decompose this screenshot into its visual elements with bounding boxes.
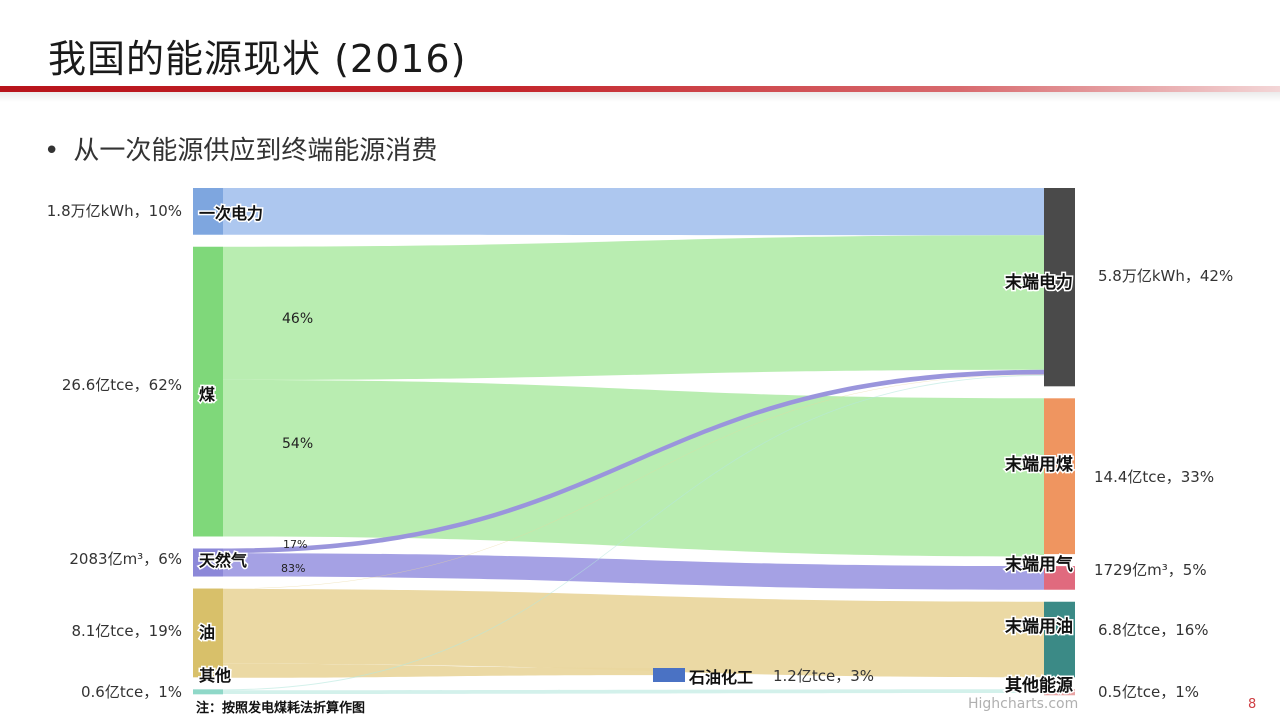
source-value-other: 0.6亿tce，1% (80, 683, 182, 701)
source-value-coal: 26.6亿tce，62% (61, 376, 182, 394)
source-node-gas[interactable] (193, 548, 223, 577)
link-label-gas-to-end_gas: 83% (281, 562, 305, 575)
source-name-gas: 天然气 (199, 551, 247, 570)
source-value-primary-power: 1.8万亿kWh，10% (46, 202, 182, 220)
target-name-end_power: 末端电力 (1005, 272, 1073, 293)
petrochemical-name: 石油化工 (689, 668, 754, 687)
source-name-oil: 油 (199, 623, 215, 642)
source-node-primary_power[interactable] (193, 188, 223, 235)
target-name-other_energy: 其他能源 (1005, 675, 1073, 696)
link-label-gas-to-end_power: 17% (283, 538, 307, 551)
slide-title: 我国的能源现状 (2016) (48, 37, 467, 81)
source-value-oil: 8.1亿tce，19% (71, 622, 182, 640)
target-name-end_gas: 末端用气 (1005, 554, 1073, 575)
source-node-coal[interactable] (193, 246, 223, 537)
target-node-other_energy[interactable] (1044, 689, 1075, 696)
link-label-coal-to-end_power: 46% (282, 311, 313, 327)
link-oil-to-end_oil[interactable] (223, 588, 1044, 678)
highcharts-credit[interactable]: Highcharts.com (968, 696, 1079, 712)
title-divider (0, 86, 1280, 92)
bullet-text: 从一次能源供应到终端能源消费 (73, 136, 438, 166)
page-number: 8 (1248, 697, 1257, 712)
title-divider-shadow (0, 92, 1280, 102)
link-oil-to-end_power[interactable] (223, 374, 1044, 589)
link-other-to-end_power[interactable] (223, 374, 1044, 691)
target-node-end_power[interactable] (1044, 188, 1075, 387)
target-name-end_oil: 末端用油 (1005, 616, 1073, 637)
petrochemical-swatch (653, 668, 685, 682)
link-gas-to-end_power[interactable] (223, 369, 1044, 554)
link-primary_power-to-end_power[interactable] (223, 188, 1044, 236)
source-node-other[interactable] (193, 689, 223, 695)
bullet-dot-icon: • (44, 136, 60, 166)
petrochemical-value: 1.2亿tce，3% (773, 667, 875, 685)
target-node-end_coal[interactable] (1044, 398, 1075, 555)
target-value-other-energy: 0.5亿tce，1% (1098, 683, 1200, 701)
target-node-end_gas[interactable] (1044, 566, 1075, 590)
bullet-point: • 从一次能源供应到终端能源消费 (44, 130, 437, 167)
target-node-end_oil[interactable] (1044, 601, 1075, 678)
target-value-end-gas: 1729亿m³，5% (1094, 561, 1207, 579)
link-label-coal-to-end_coal: 54% (282, 436, 313, 452)
link-gas-to-end_gas[interactable] (223, 553, 1044, 590)
link-oil-to-petrochemical[interactable] (223, 663, 653, 678)
footnote: 注：按照发电煤耗法折算作图 (196, 701, 366, 716)
source-value-gas: 2083亿m³，6% (69, 550, 182, 568)
target-value-end-power: 5.8万亿kWh，42% (1098, 267, 1234, 285)
source-node-oil[interactable] (193, 588, 223, 678)
source-name-coal: 煤 (199, 385, 215, 404)
link-coal-to-end_coal[interactable] (223, 379, 1044, 557)
target-value-end-oil: 6.8亿tce，16% (1098, 621, 1209, 639)
source-name-other: 其他 (199, 666, 231, 685)
target-name-end_coal: 末端用煤 (1005, 454, 1073, 475)
target-value-end-coal: 14.4亿tce，33% (1094, 468, 1215, 486)
source-name-primary_power: 一次电力 (199, 204, 263, 223)
link-other-to-other_energy[interactable] (223, 689, 1044, 694)
link-coal-to-end_power[interactable] (223, 235, 1044, 380)
